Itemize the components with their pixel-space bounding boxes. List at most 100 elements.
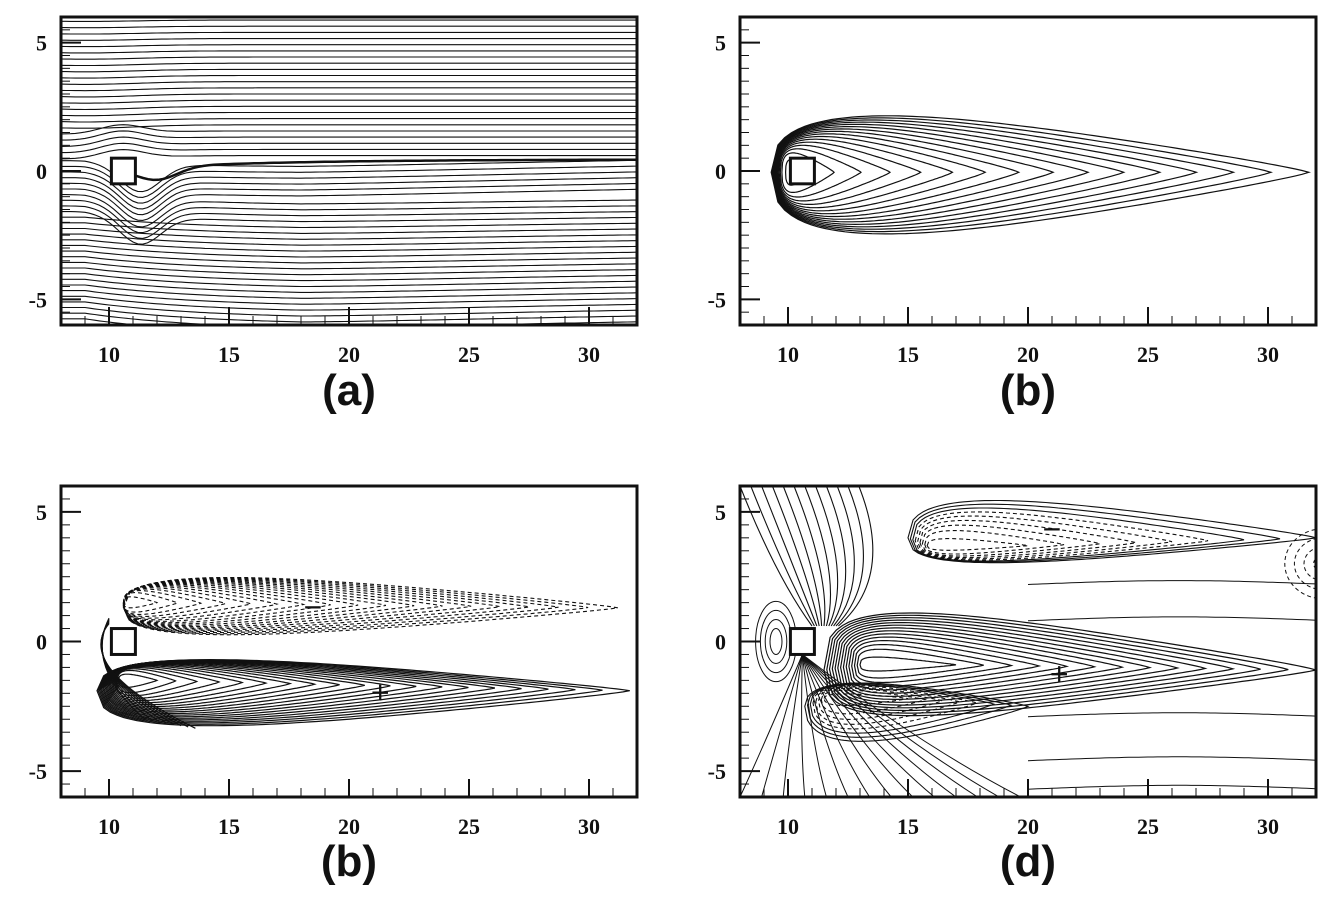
contour-line-negative xyxy=(122,588,228,617)
contour-line-positive xyxy=(107,662,365,711)
contour-line xyxy=(917,515,1173,560)
streamline xyxy=(61,182,637,216)
contour-line-positive xyxy=(116,669,177,694)
streamline xyxy=(61,62,637,67)
streamline xyxy=(61,222,637,234)
streamline xyxy=(61,188,637,221)
contour-line-positive xyxy=(112,665,268,704)
y-tick-label: 0 xyxy=(36,630,47,655)
x-tick-label: 15 xyxy=(218,342,240,367)
y-tick-label: -5 xyxy=(29,759,47,784)
x-tick-label: 10 xyxy=(777,814,799,839)
contour-line xyxy=(772,123,1162,226)
panel-b-bottom: − +10 15 20 25 30 -5 0 5 (b) xyxy=(29,484,639,886)
x-tick-label: 20 xyxy=(338,814,360,839)
contour-line xyxy=(770,115,1311,235)
streamline xyxy=(61,74,637,79)
contour-line xyxy=(774,130,1055,218)
contour-line-positive xyxy=(108,663,340,709)
streamline xyxy=(61,14,637,15)
y-tick-label: 0 xyxy=(36,159,47,184)
contour-line xyxy=(740,654,803,797)
contour-line-negative xyxy=(122,583,359,625)
contour-line xyxy=(1027,616,1316,622)
panel-label: (b) xyxy=(321,837,377,886)
contour-line xyxy=(825,486,847,627)
contour-line-negative xyxy=(122,590,203,615)
streamline xyxy=(61,233,637,246)
contour-line xyxy=(775,135,987,212)
contour-line xyxy=(815,486,839,627)
panel-d: − +10 15 20 25 30 -5 0 5 (d) xyxy=(708,484,1318,886)
contour-line xyxy=(914,511,1209,561)
contour-line xyxy=(1027,756,1316,762)
x-tick-label: 10 xyxy=(98,814,120,839)
streamline xyxy=(61,177,637,210)
streamline xyxy=(61,205,637,239)
streamline xyxy=(61,99,637,104)
streamline xyxy=(61,194,637,228)
contours xyxy=(740,486,1316,797)
streamline xyxy=(61,19,637,22)
x-tick-label: 30 xyxy=(1257,814,1279,839)
wake-line xyxy=(132,158,637,182)
streamline xyxy=(61,142,637,154)
streamline xyxy=(61,284,637,299)
sign-marker: + xyxy=(371,674,390,710)
contour-line xyxy=(833,486,855,627)
plot-frame xyxy=(738,484,1318,799)
y-tick-label: 5 xyxy=(715,31,726,56)
contour-line xyxy=(802,654,935,797)
contour-line xyxy=(761,654,803,797)
contour-line-positive xyxy=(823,612,1316,717)
contour-line-positive xyxy=(96,658,630,727)
panel-label: (a) xyxy=(322,366,376,415)
y-tick-label: -5 xyxy=(708,759,726,784)
sign-marker: + xyxy=(1050,656,1069,692)
contour-line-positive xyxy=(859,656,957,672)
contour-line-positive xyxy=(856,648,984,679)
plot-frame xyxy=(59,484,639,799)
contour-line-negative xyxy=(122,580,472,630)
contour-line xyxy=(777,141,922,205)
contour-line xyxy=(750,486,815,627)
streamline xyxy=(61,250,637,264)
contour-line xyxy=(1284,528,1316,599)
contour-line-negative xyxy=(122,576,618,636)
y-tick-label: -5 xyxy=(708,287,726,312)
contours xyxy=(770,115,1311,235)
streamline xyxy=(61,124,637,135)
contour-line xyxy=(912,507,1245,562)
contour-line xyxy=(781,152,836,193)
streamline xyxy=(61,244,637,258)
streamline xyxy=(61,290,637,305)
contour-line-negative xyxy=(122,586,279,621)
y-tick-label: 5 xyxy=(36,500,47,525)
contour-line xyxy=(801,654,871,797)
y-tick-label: 5 xyxy=(36,31,47,56)
y-tick-label: -5 xyxy=(29,287,47,312)
streamline xyxy=(61,56,637,60)
contour-line-positive xyxy=(839,627,1153,700)
contour-line xyxy=(802,654,1000,797)
streamline xyxy=(61,44,637,48)
contour-line xyxy=(776,138,954,209)
contour-line-positive xyxy=(851,640,1042,688)
contour-line-positive xyxy=(106,662,391,713)
contour-line xyxy=(1027,580,1316,585)
streamline xyxy=(61,165,637,198)
contour-line xyxy=(919,519,1137,559)
contour-line-positive xyxy=(114,667,221,699)
streamline xyxy=(61,323,93,325)
contour-line xyxy=(809,684,996,734)
contour-line xyxy=(1303,547,1316,580)
contour-line-positive xyxy=(113,666,245,702)
streamline xyxy=(61,105,637,111)
x-tick-label: 15 xyxy=(218,814,240,839)
x-tick-label: 30 xyxy=(578,814,600,839)
contour-line-positive xyxy=(105,661,417,715)
contour-line xyxy=(909,503,1281,563)
contour-line xyxy=(764,618,788,665)
streamline xyxy=(61,93,637,98)
x-tick-label: 25 xyxy=(1137,814,1159,839)
